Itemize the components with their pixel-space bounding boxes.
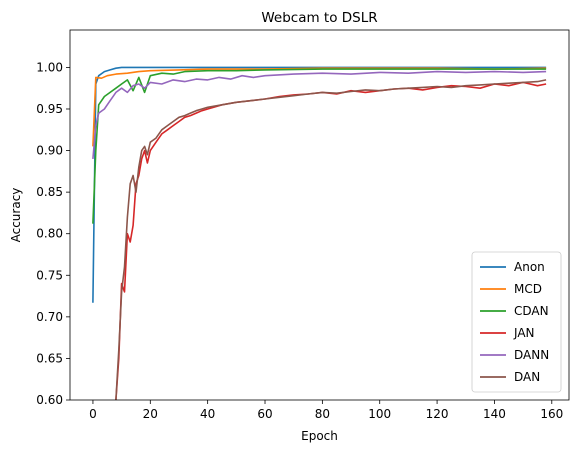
y-tick-label: 0.75 xyxy=(36,268,63,282)
y-tick-label: 0.60 xyxy=(36,393,63,407)
series-line-dann xyxy=(92,70,547,159)
y-tick-label: 1.00 xyxy=(36,60,63,74)
x-tick-label: 100 xyxy=(368,407,391,421)
x-tick-label: 80 xyxy=(315,407,330,421)
legend-label: DAN xyxy=(514,370,540,384)
legend-label: Anon xyxy=(514,260,545,274)
y-tick-label: 0.80 xyxy=(36,227,63,241)
series-line-cdan xyxy=(92,68,547,224)
legend: Anon MCD CDAN JAN DANN DAN xyxy=(471,251,562,393)
x-tick-label: 0 xyxy=(89,407,97,421)
x-tick-label: 140 xyxy=(483,407,506,421)
x-tick-label: 120 xyxy=(426,407,449,421)
y-axis-label: Accuracy xyxy=(9,188,23,243)
legend-label: MCD xyxy=(514,282,542,296)
x-axis-ticks: 0 20 40 60 80 100 120 140 160 xyxy=(89,400,563,421)
legend-label: DANN xyxy=(514,348,549,362)
y-axis-ticks: 0.60 0.65 0.70 0.75 0.80 0.85 0.90 0.95 1.00 xyxy=(36,60,70,407)
legend-box xyxy=(471,251,562,393)
y-tick-label: 0.65 xyxy=(36,351,63,365)
plot-series xyxy=(92,66,547,400)
series-line-mcd xyxy=(92,67,547,147)
legend-label: JAN xyxy=(513,326,535,340)
x-tick-label: 60 xyxy=(257,407,272,421)
series-line-dan xyxy=(115,79,547,400)
chart-title: Webcam to DSLR xyxy=(261,10,377,26)
legend-label: CDAN xyxy=(514,304,549,318)
x-tick-label: 160 xyxy=(540,407,563,421)
plot-area-frame xyxy=(69,29,570,401)
x-tick-label: 40 xyxy=(200,407,215,421)
y-tick-label: 0.90 xyxy=(36,144,63,158)
y-tick-label: 0.85 xyxy=(36,185,63,199)
x-tick-label: 20 xyxy=(143,407,158,421)
y-tick-label: 0.95 xyxy=(36,102,63,116)
y-tick-label: 0.70 xyxy=(36,310,63,324)
x-axis-label: Epoch xyxy=(301,429,338,443)
